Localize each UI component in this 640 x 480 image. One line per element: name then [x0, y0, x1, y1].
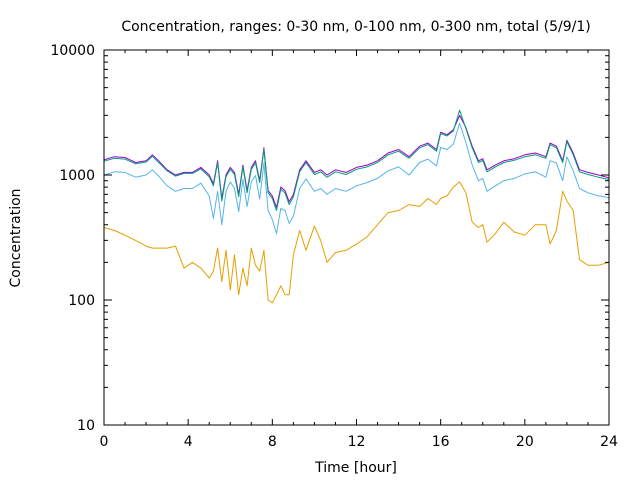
x-tick-label: 0 [100, 434, 109, 450]
x-axis: 0 4 8 12 16 20 24 [100, 50, 618, 450]
y-axis: 10 100 1000 10000 [50, 43, 609, 434]
y-tick-label: 10 [77, 418, 95, 434]
y-axis-label: Concentration [8, 188, 24, 287]
plot-frame [103, 49, 610, 426]
x-axis-label: Time [hour] [314, 460, 397, 476]
x-tick-label: 20 [516, 434, 534, 450]
series-line-1 [103, 114, 610, 208]
x-tick-label: 24 [600, 434, 618, 450]
series-line-4 [103, 181, 610, 304]
chart-title: Concentration, ranges: 0-30 nm, 0-100 nm… [121, 19, 590, 35]
series-line-2 [103, 109, 610, 211]
x-tick-label: 8 [268, 434, 277, 450]
y-tick-label: 10000 [50, 43, 95, 59]
x-tick-label: 4 [184, 434, 193, 450]
y-tick-label: 100 [68, 293, 95, 309]
series-line-3 [103, 122, 610, 235]
y-tick-label: 1000 [59, 168, 95, 184]
x-tick-label: 12 [348, 434, 366, 450]
plot-lines [103, 109, 610, 304]
x-tick-label: 16 [432, 434, 450, 450]
